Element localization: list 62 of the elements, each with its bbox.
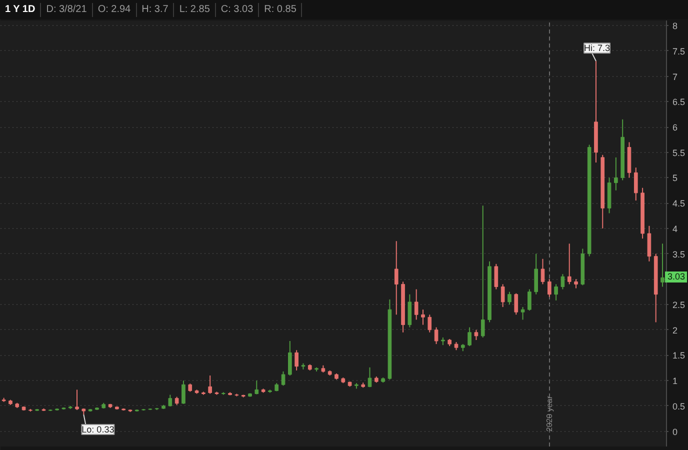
candlestick xyxy=(534,253,538,295)
candlestick xyxy=(508,291,512,305)
y-tick-label: 5 xyxy=(672,173,678,184)
annotation: Lo: 0.33 xyxy=(82,424,114,435)
y-tick-label: 7 xyxy=(672,72,678,82)
text: C: 3.03 xyxy=(216,3,260,18)
candlestick xyxy=(168,394,172,407)
y-tick-label: 6.5 xyxy=(672,97,686,108)
candlestick xyxy=(468,326,472,347)
x-tick-label: 2020 year xyxy=(544,396,554,432)
candlestick xyxy=(547,278,552,298)
candlestick xyxy=(554,284,558,301)
candlestick xyxy=(368,366,372,388)
text: O: 2.94 xyxy=(92,3,137,18)
candlestick xyxy=(421,309,425,326)
text: H: 3.7 xyxy=(136,3,174,18)
candlestick xyxy=(294,350,298,371)
candlestick xyxy=(634,167,638,202)
y-tick-label: 8 xyxy=(672,21,678,32)
candlestick xyxy=(567,243,572,285)
y-tick-label: 0 xyxy=(672,426,678,437)
candlestick xyxy=(281,370,286,386)
candlestick xyxy=(474,329,478,340)
candlestick xyxy=(75,389,79,410)
y-tick-label: 4 xyxy=(672,224,678,234)
candlestick xyxy=(614,156,618,191)
text: D: 3/8/21 xyxy=(41,3,93,18)
candlestick xyxy=(414,288,418,320)
candlestick xyxy=(647,225,652,262)
candlestick xyxy=(254,380,259,395)
candlestick xyxy=(208,375,212,394)
candlestick xyxy=(428,314,432,333)
candlestick xyxy=(560,274,565,290)
y-tick-label: 1 xyxy=(672,376,678,386)
y-tick-label: 1.5 xyxy=(672,350,686,361)
y-tick-label: 2 xyxy=(672,325,678,336)
text: R: 0.85 xyxy=(259,3,302,18)
y-tick-label: 2.5 xyxy=(672,300,686,310)
y-tick-label: 7.5 xyxy=(672,46,686,56)
candlestick xyxy=(514,292,518,316)
y-tick-label: 5.5 xyxy=(672,148,686,158)
y-tick-label: 0.5 xyxy=(672,401,686,412)
candlestick xyxy=(494,263,498,290)
candlestick xyxy=(528,288,532,312)
candlestick xyxy=(434,326,438,345)
text: L: 2.85 xyxy=(174,3,216,18)
candlestick xyxy=(500,284,505,308)
candlestick xyxy=(540,258,545,285)
y-tick-label: 3.5 xyxy=(672,249,686,260)
annotation: Hi: 7.3 xyxy=(584,43,610,54)
y-tick-label: 6 xyxy=(672,122,678,132)
candlestick xyxy=(182,380,186,404)
y-tick-label: 4.5 xyxy=(672,198,686,209)
annotation: 3.03 xyxy=(665,272,687,283)
candlestick xyxy=(660,243,664,288)
chart-title: 1 Y 1D xyxy=(0,3,42,18)
candlestick xyxy=(480,205,485,338)
candlestick xyxy=(394,240,398,316)
candlestick xyxy=(574,278,578,289)
candlestick xyxy=(288,340,292,376)
candlestick xyxy=(520,306,525,320)
candlestick xyxy=(408,294,412,328)
